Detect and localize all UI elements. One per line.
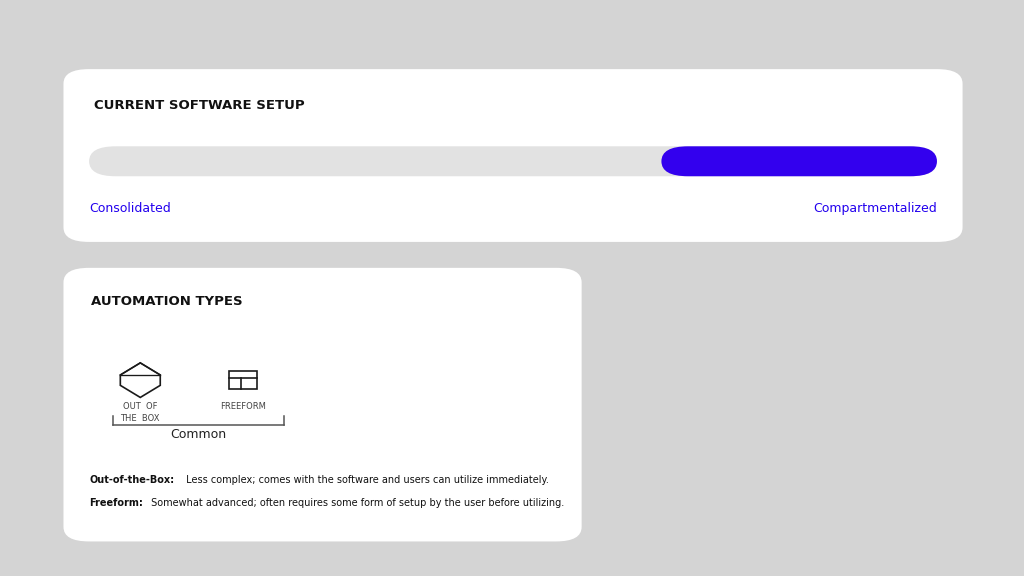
FancyBboxPatch shape xyxy=(662,146,937,176)
Text: CURRENT SOFTWARE SETUP: CURRENT SOFTWARE SETUP xyxy=(94,99,305,112)
Text: Consolidated: Consolidated xyxy=(89,202,171,215)
Text: Common: Common xyxy=(170,428,226,441)
FancyBboxPatch shape xyxy=(89,146,937,176)
Text: OUT  OF
THE  BOX: OUT OF THE BOX xyxy=(121,402,160,423)
Text: Out-of-the-Box:: Out-of-the-Box: xyxy=(89,475,174,485)
Text: Compartmentalized: Compartmentalized xyxy=(813,202,937,215)
Text: Freeform:: Freeform: xyxy=(89,498,143,508)
FancyBboxPatch shape xyxy=(63,268,582,541)
Text: FREEFORM: FREEFORM xyxy=(220,402,265,411)
Text: Somewhat advanced; often requires some form of setup by the user before utilizin: Somewhat advanced; often requires some f… xyxy=(148,498,564,508)
FancyBboxPatch shape xyxy=(63,69,963,242)
Text: AUTOMATION TYPES: AUTOMATION TYPES xyxy=(91,295,243,309)
Text: Less complex; comes with the software and users can utilize immediately.: Less complex; comes with the software an… xyxy=(183,475,549,485)
